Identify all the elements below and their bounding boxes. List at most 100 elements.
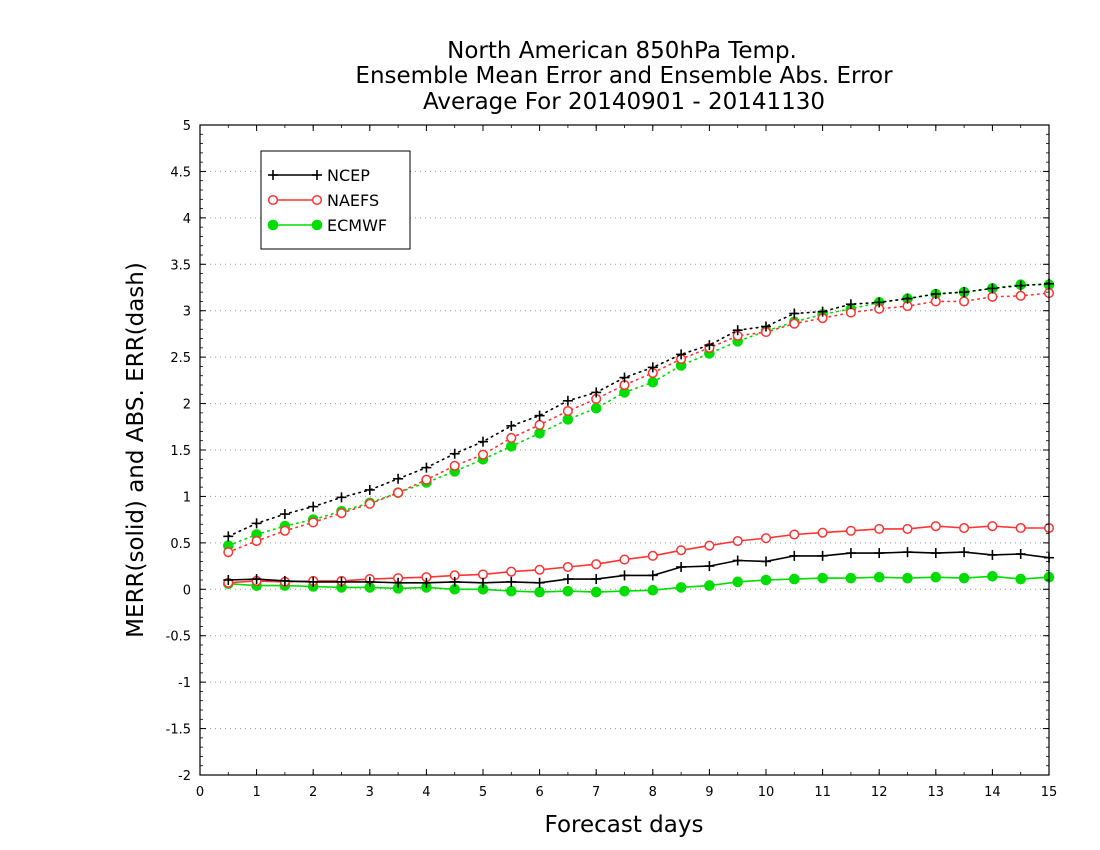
legend: NCEP NAEFS ECMWF bbox=[260, 150, 411, 250]
ecmwf-merr-point bbox=[902, 572, 913, 584]
ecmwf-merr-point bbox=[1015, 573, 1027, 585]
naefs-abserr-point bbox=[279, 525, 290, 536]
ncep-merr-point bbox=[478, 577, 488, 588]
y-tick-label: 3 bbox=[183, 305, 191, 320]
ncep-merr-point bbox=[874, 548, 885, 559]
ecmwf-merr-point bbox=[845, 572, 857, 584]
ncep-merr-point bbox=[930, 548, 941, 559]
y-tick-label: 1 bbox=[183, 490, 191, 505]
naefs-merr-point bbox=[562, 561, 573, 573]
legend-marker bbox=[311, 194, 323, 206]
ecmwf-merr-point bbox=[732, 576, 744, 588]
ncep-abserr-point bbox=[336, 492, 347, 503]
x-tick-label: 0 bbox=[196, 785, 204, 800]
ncep-merr-point bbox=[987, 549, 998, 560]
naefs-merr-point bbox=[874, 523, 885, 534]
ncep-merr-point bbox=[364, 576, 375, 587]
ncep-abserr-point bbox=[930, 289, 941, 299]
ncep-merr-point bbox=[308, 576, 319, 587]
x-tick-label: 5 bbox=[479, 785, 487, 800]
legend-marker bbox=[267, 194, 279, 206]
x-tick-label: 12 bbox=[871, 785, 888, 800]
ncep-abserr-point bbox=[478, 436, 488, 447]
ncep-abserr-point bbox=[902, 293, 913, 304]
series-layer bbox=[223, 278, 1055, 598]
x-tick-label: 9 bbox=[705, 785, 713, 800]
ncep-merr-point bbox=[1015, 549, 1026, 559]
x-tick-label: 11 bbox=[814, 785, 831, 800]
ncep-merr-point bbox=[449, 576, 460, 587]
x-tick-label: 2 bbox=[309, 785, 317, 800]
ncep-abserr-line bbox=[227, 282, 1050, 538]
ncep-merr-point bbox=[506, 576, 517, 587]
ncep-merr-point bbox=[591, 574, 602, 585]
ncep-abserr-point bbox=[591, 387, 602, 398]
ncep-abserr-point bbox=[1015, 280, 1026, 291]
naefs-merr-point bbox=[902, 523, 913, 534]
naefs-merr-line bbox=[228, 525, 1049, 584]
ncep-abserr-point bbox=[647, 362, 658, 373]
ncep-merr-point bbox=[761, 556, 771, 567]
x-tick-label: 3 bbox=[366, 785, 374, 800]
legend-label-ncep: NCEP bbox=[327, 166, 370, 185]
ecmwf-merr-point bbox=[562, 585, 574, 597]
naefs-merr-point bbox=[704, 540, 715, 551]
ncep-merr-point bbox=[336, 576, 347, 587]
naefs-merr-point bbox=[647, 550, 658, 561]
ncep-abserr-point bbox=[845, 299, 856, 310]
legend-label-naefs: NAEFS bbox=[327, 191, 379, 210]
ncep-abserr-point bbox=[534, 410, 545, 421]
ncep-abserr-point bbox=[393, 473, 404, 484]
naefs-merr-point bbox=[591, 559, 602, 570]
ncep-abserr-point bbox=[676, 349, 687, 360]
y-tick-label: -0.5 bbox=[166, 630, 191, 645]
ecmwf-merr-point bbox=[760, 574, 772, 586]
ncep-abserr-point bbox=[817, 306, 828, 317]
naefs-abserr-point bbox=[845, 307, 856, 318]
ncep-abserr-point bbox=[619, 372, 630, 383]
y-tick-label: 4 bbox=[183, 212, 191, 227]
ncep-merr-point bbox=[959, 547, 970, 558]
naefs-abserr-point bbox=[251, 535, 262, 547]
series-ncep bbox=[223, 278, 1054, 588]
naefs-merr-point bbox=[845, 525, 856, 536]
naefs-merr-point bbox=[732, 535, 743, 547]
y-tick-label: 1.5 bbox=[170, 444, 191, 459]
title-line-1: North American 850hPa Temp. bbox=[447, 38, 797, 64]
ncep-merr-point bbox=[421, 577, 432, 588]
ncep-abserr-point bbox=[421, 462, 432, 473]
ecmwf-merr-point bbox=[704, 580, 715, 591]
x-tick-label: 15 bbox=[1041, 785, 1058, 800]
ncep-merr-point bbox=[562, 574, 573, 585]
ecmwf-merr-point bbox=[789, 573, 800, 585]
ecmwf-merr-point bbox=[987, 570, 998, 582]
ecmwf-merr-point bbox=[590, 586, 602, 598]
ncep-merr-point bbox=[704, 561, 715, 572]
legend-marker bbox=[312, 170, 322, 180]
naefs-abserr-point bbox=[336, 508, 347, 519]
x-tick-label: 13 bbox=[928, 785, 945, 800]
naefs-abserr-point bbox=[393, 487, 404, 498]
ncep-merr-point bbox=[251, 574, 262, 585]
x-tick-label: 10 bbox=[758, 785, 775, 800]
naefs-merr-point bbox=[619, 554, 630, 565]
naefs-abserr-point bbox=[987, 291, 998, 302]
y-tick-label: -1.5 bbox=[166, 723, 191, 738]
naefs-merr-point bbox=[1015, 522, 1026, 534]
ncep-merr-point bbox=[789, 550, 800, 561]
ncep-merr-point bbox=[845, 548, 856, 559]
legend-label-ecmwf: ECMWF bbox=[327, 216, 387, 235]
ncep-abserr-point bbox=[506, 420, 517, 431]
x-tick-label: 4 bbox=[422, 785, 430, 800]
ncep-abserr-point bbox=[223, 531, 234, 542]
legend-marker bbox=[268, 170, 278, 180]
ecmwf-merr-point bbox=[930, 571, 942, 583]
naefs-merr-point bbox=[534, 564, 545, 575]
y-tick-label: 5 bbox=[183, 119, 191, 134]
naefs-abserr-line bbox=[227, 292, 1050, 553]
y-tick-label: 3.5 bbox=[170, 258, 191, 273]
ncep-abserr-point bbox=[364, 484, 375, 495]
ncep-merr-point bbox=[676, 562, 687, 572]
ncep-merr-point bbox=[902, 547, 913, 558]
ecmwf-merr-point bbox=[619, 585, 630, 597]
